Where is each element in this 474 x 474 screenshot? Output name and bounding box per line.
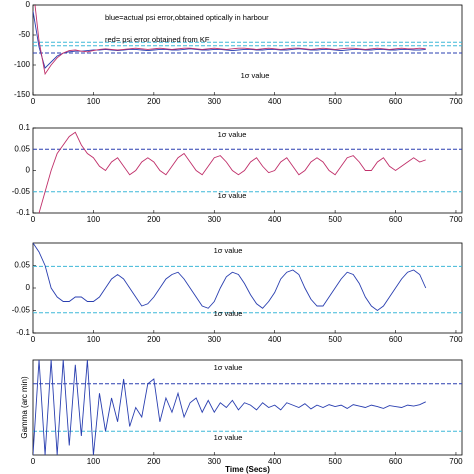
x-tick-label: 100 [87, 215, 101, 224]
plot-area [33, 360, 462, 455]
x-tick-label: 100 [87, 335, 101, 344]
y-tick-label: -0.05 [12, 306, 31, 315]
x-tick-label: 300 [208, 457, 222, 466]
x-tick-label: 600 [389, 457, 403, 466]
x-tick-label: 700 [449, 457, 463, 466]
y-axis-label: Gamma (arc min) [20, 376, 29, 439]
x-tick-label: 400 [268, 457, 282, 466]
panel: -150 -100 -50 0 0 100 200 300 400 500 600 700 blue=a… [14, 0, 463, 106]
annotation: 1σ value [218, 191, 247, 200]
x-tick-label: 600 [389, 97, 403, 106]
y-tick-label: 0.1 [19, 123, 31, 132]
panel: -0.1 -0.05 0 0.05 0 100 200 300 400 500 600 700 1σ v… [12, 242, 463, 344]
y-tick-label: 0.05 [14, 261, 30, 270]
series-line [33, 360, 426, 455]
y-tick-label: -0.1 [16, 328, 30, 337]
annotation: red= psi error obtained from KF [105, 35, 210, 44]
annotation: 1σ value [241, 71, 270, 80]
y-tick-label: 0 [26, 283, 31, 292]
y-tick-label: -100 [14, 60, 31, 69]
annotation: 1σ value [214, 433, 243, 442]
y-tick-label: -150 [14, 90, 31, 99]
plot-frame [32, 127, 463, 214]
x-tick-label: 300 [208, 335, 222, 344]
x-tick-label: 400 [268, 97, 282, 106]
x-tick-label: 0 [31, 215, 36, 224]
x-tick-label: 600 [389, 335, 403, 344]
plot-area [33, 5, 462, 76]
panel: -0.1 -0.05 0 0.05 0.1 0 100 200 300 400 500 600 700 1… [12, 123, 463, 224]
y-tick-label: 0.05 [14, 144, 30, 153]
series-line [38, 131, 426, 213]
x-tick-label: 300 [208, 97, 222, 106]
x-axis-label: Time (Secs) [225, 465, 270, 474]
series-line [34, 5, 426, 76]
plot-area [33, 243, 462, 314]
series-line [33, 243, 427, 312]
panel: 0 100 200 300 400 500 600 700 1σ value 1σ value Ti… [20, 359, 463, 474]
y-tick-label: -50 [18, 30, 30, 39]
annotation: 1σ value [214, 363, 243, 372]
annotation: blue=actual psi error,obtained optically… [105, 13, 269, 22]
x-tick-label: 700 [449, 97, 463, 106]
x-tick-label: 200 [147, 335, 161, 344]
annotation: 1σ value [218, 130, 247, 139]
plot-area [33, 131, 462, 213]
x-tick-label: 0 [31, 457, 36, 466]
annotation: 1σ value [214, 309, 243, 318]
x-tick-label: 500 [328, 335, 342, 344]
x-tick-label: 700 [449, 335, 463, 344]
x-tick-label: 200 [147, 215, 161, 224]
x-tick-label: 200 [147, 457, 161, 466]
plot-frame [32, 242, 463, 334]
annotation: 1σ value [214, 246, 243, 255]
x-tick-label: 100 [87, 97, 101, 106]
x-tick-label: 300 [208, 215, 222, 224]
x-tick-label: 0 [31, 335, 36, 344]
y-tick-label: -0.1 [16, 208, 30, 217]
x-tick-label: 600 [389, 215, 403, 224]
x-tick-label: 200 [147, 97, 161, 106]
x-tick-label: 0 [31, 97, 36, 106]
x-tick-label: 400 [268, 335, 282, 344]
x-tick-label: 500 [328, 457, 342, 466]
plot-frame [32, 359, 463, 456]
x-tick-label: 400 [268, 215, 282, 224]
y-tick-label: -0.05 [12, 187, 31, 196]
y-tick-label: 0 [26, 0, 31, 9]
x-tick-label: 500 [328, 97, 342, 106]
x-tick-label: 100 [87, 457, 101, 466]
x-tick-label: 700 [449, 215, 463, 224]
y-tick-label: 0 [26, 166, 31, 175]
x-tick-label: 500 [328, 215, 342, 224]
